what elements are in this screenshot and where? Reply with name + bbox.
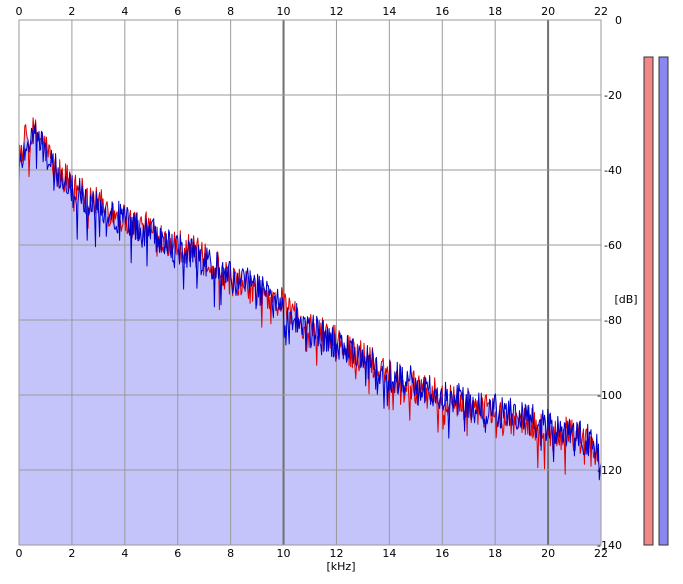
x-tick-labels-top: 0 2 4 6 8 10 12 14 16 18 20 22 bbox=[16, 5, 609, 18]
x-tick-label-bottom: 16 bbox=[435, 547, 449, 560]
y-tick-label: -100 bbox=[597, 389, 622, 402]
x-tick-label-top: 22 bbox=[594, 5, 608, 18]
x-tick-label-top: 18 bbox=[488, 5, 502, 18]
x-tick-label-bottom: 20 bbox=[541, 547, 555, 560]
plot-frame bbox=[18, 19, 602, 546]
y-tick-label: -80 bbox=[604, 314, 622, 327]
x-tick-label-top: 14 bbox=[382, 5, 396, 18]
x-tick-label-bottom: 12 bbox=[329, 547, 343, 560]
x-tick-labels-bottom: 0 2 4 6 8 10 12 14 16 18 20 22 bbox=[16, 547, 609, 560]
x-tick-label-bottom: 14 bbox=[382, 547, 396, 560]
x-tick-label-top: 6 bbox=[174, 5, 181, 18]
x-tick-label-bottom: 18 bbox=[488, 547, 502, 560]
x-tick-label-bottom: 22 bbox=[594, 547, 608, 560]
y-tick-label: -140 bbox=[597, 539, 622, 552]
x-tick-label-bottom: 0 bbox=[16, 547, 23, 560]
level-meters bbox=[643, 56, 669, 546]
x-tick-label-bottom: 10 bbox=[277, 547, 291, 560]
level-meter-right bbox=[658, 56, 669, 546]
series-line-blue bbox=[18, 122, 602, 481]
x-axis-unit-label: [kHz] bbox=[327, 560, 356, 573]
x-tick-label-bottom: 6 bbox=[174, 547, 181, 560]
y-tick-labels: 0 -20 -40 -60 -80 -100 -120 -140 bbox=[597, 14, 622, 552]
y-tick-label: 0 bbox=[615, 14, 622, 27]
x-tick-label-top: 20 bbox=[541, 5, 555, 18]
y-tick-label: -20 bbox=[604, 89, 622, 102]
x-tick-label-bottom: 4 bbox=[121, 547, 128, 560]
y-tick-label: -40 bbox=[604, 164, 622, 177]
series-layer bbox=[18, 117, 602, 481]
x-tick-label-bottom: 2 bbox=[68, 547, 75, 560]
x-tick-label-top: 2 bbox=[68, 5, 75, 18]
grid-layer bbox=[18, 19, 602, 546]
series-line-red bbox=[18, 117, 602, 477]
x-tick-label-top: 10 bbox=[277, 5, 291, 18]
x-tick-label-top: 0 bbox=[16, 5, 23, 18]
x-tick-label-bottom: 8 bbox=[227, 547, 234, 560]
x-tick-label-top: 4 bbox=[121, 5, 128, 18]
y-tick-label: -60 bbox=[604, 239, 622, 252]
level-meter-left bbox=[643, 56, 654, 546]
y-axis-unit-label: [dB] bbox=[614, 293, 637, 306]
x-tick-label-top: 16 bbox=[435, 5, 449, 18]
x-tick-label-top: 12 bbox=[329, 5, 343, 18]
x-tick-label-top: 8 bbox=[227, 5, 234, 18]
y-tick-label: -120 bbox=[597, 464, 622, 477]
